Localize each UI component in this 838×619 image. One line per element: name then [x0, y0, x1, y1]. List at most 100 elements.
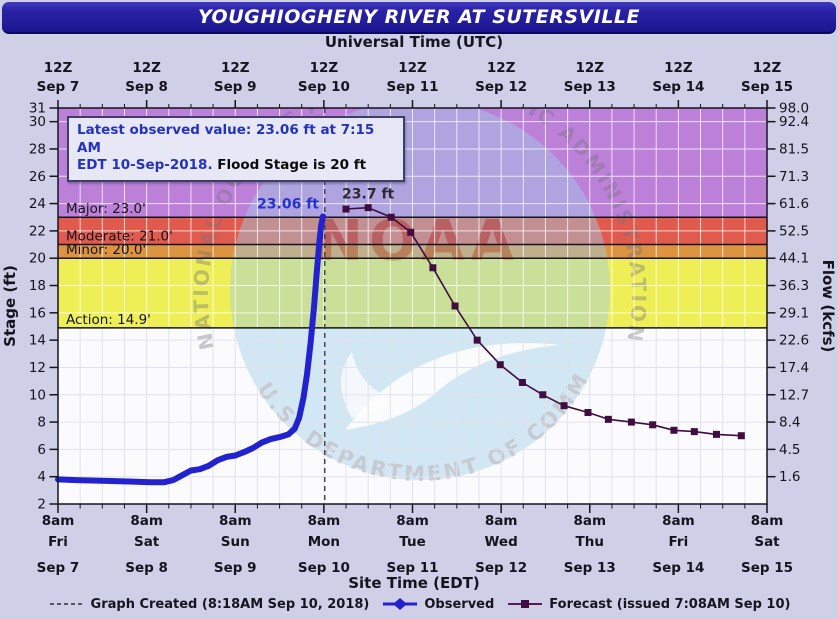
utc-date-label: Sep 15 — [741, 79, 793, 95]
noaa-center-text: NOAA — [316, 209, 520, 274]
page-title: YOUGHIOGHENY RIVER AT SUTERSVILLE — [197, 6, 641, 28]
flow-tick-label: 4.5 — [779, 442, 800, 458]
stage-tick-label: 28 — [29, 141, 46, 157]
forecast-point — [584, 409, 592, 417]
site-date-label: Sep 10 — [298, 560, 350, 576]
stage-tick-label: 6 — [37, 442, 46, 458]
forecast-point — [670, 426, 678, 434]
flood-label-minor: Minor: 20.0' — [66, 242, 146, 258]
site-time-label: 8am — [485, 513, 518, 529]
weekday-label: Tue — [399, 534, 426, 550]
stage-tick-label: 31 — [29, 101, 46, 117]
forecast-point — [539, 391, 547, 399]
stage-tick-label: 20 — [29, 251, 46, 267]
forecast-point — [627, 418, 635, 426]
utc-tick-label: 12Z — [753, 60, 782, 76]
latest-observed-info-box: Latest observed value: 23.06 ft at 7:15 … — [67, 116, 405, 182]
flow-tick-label: 98.0 — [779, 101, 809, 117]
legend-item-observed: Observed — [381, 597, 494, 612]
forecast-point — [518, 378, 526, 386]
utc-tick-label: 12Z — [664, 60, 693, 76]
dashed-line-icon — [49, 603, 84, 605]
flow-tick-label: 52.5 — [779, 223, 809, 239]
utc-tick-label: 12Z — [221, 60, 250, 76]
flow-tick-label: 71.3 — [779, 169, 809, 185]
title-bar: YOUGHIOGHENY RIVER AT SUTERSVILLE — [2, 2, 836, 34]
stage-tick-label: 30 — [29, 114, 46, 130]
weekday-label: Mon — [308, 534, 340, 550]
forecast-point — [690, 428, 698, 436]
site-time-axis-title: Site Time (EDT) — [348, 574, 480, 592]
forecast-point — [387, 213, 395, 221]
flood-label-moderate: Moderate: 21.0' — [66, 229, 173, 245]
weekday-label: Thu — [576, 534, 604, 550]
utc-tick-label: 12Z — [575, 60, 604, 76]
flow-tick-label: 92.4 — [779, 114, 809, 130]
site-date-label: Sep 11 — [386, 560, 438, 576]
site-date-label: Sep 7 — [37, 560, 80, 576]
flood-stage-note: Flood Stage is 20 ft — [217, 157, 367, 174]
utc-tick-label: 12Z — [44, 60, 73, 76]
forecast-point — [496, 361, 504, 369]
forecast-point — [712, 430, 720, 438]
site-time-label: 8am — [573, 513, 606, 529]
forecast-marker-icon — [508, 600, 543, 608]
utc-date-label: Sep 8 — [125, 79, 168, 95]
stage-tick-label: 8 — [37, 415, 46, 431]
forecast-point — [364, 204, 372, 212]
forecast-peak-label: 23.7 ft — [342, 187, 395, 203]
forecast-point — [342, 205, 350, 213]
utc-tick-label: 12Z — [398, 60, 427, 76]
flow-axis-title: Flow (kcfs) — [819, 260, 837, 353]
flow-tick-label: 29.1 — [779, 305, 809, 321]
flow-tick-label: 12.7 — [779, 387, 809, 403]
forecast-point — [407, 228, 415, 236]
stage-axis-title: Stage (ft) — [1, 265, 19, 347]
flood-label-major: Major: 23.0' — [66, 201, 146, 217]
utc-date-label: Sep 11 — [386, 79, 438, 95]
noaa-seagull-icon — [345, 343, 560, 430]
flow-tick-label: 44.1 — [779, 251, 809, 267]
forecast-point — [737, 432, 745, 440]
utc-date-label: Sep 7 — [37, 79, 80, 95]
weekday-label: Sun — [221, 534, 250, 550]
utc-date-label: Sep 12 — [475, 79, 527, 95]
utc-tick-label: 12Z — [132, 60, 161, 76]
observed-line — [55, 213, 326, 486]
forecast-point — [560, 402, 568, 410]
legend-observed-label: Observed — [424, 596, 495, 612]
forecast-point — [473, 336, 481, 344]
forecast-point — [649, 421, 657, 429]
utc-date-label: Sep 14 — [652, 79, 704, 95]
legend-forecast-label: Forecast (issued 7:08AM Sep 10) — [549, 596, 791, 612]
site-time-label: 8am — [751, 513, 784, 529]
site-date-label: Sep 8 — [125, 560, 168, 576]
forecast-point — [429, 264, 437, 272]
site-date-label: Sep 13 — [564, 560, 616, 576]
stage-tick-label: 24 — [29, 196, 46, 212]
flow-tick-label: 1.6 — [779, 469, 800, 485]
flow-tick-label: 81.5 — [779, 141, 809, 157]
site-date-label: Sep 15 — [741, 560, 793, 576]
legend-created-label: Graph Created (8:18AM Sep 10, 2018) — [90, 596, 370, 612]
utc-date-label: Sep 9 — [214, 79, 257, 95]
observed-peak-label: 23.06 ft — [257, 196, 319, 212]
site-time-label: 8am — [42, 513, 75, 529]
site-time-label: 8am — [219, 513, 252, 529]
site-date-label: Sep 14 — [652, 560, 704, 576]
site-date-label: Sep 9 — [214, 560, 257, 576]
weekday-label: Wed — [485, 534, 518, 550]
flow-tick-label: 61.6 — [779, 196, 809, 212]
legend-item-created: Graph Created (8:18AM Sep 10, 2018) — [48, 596, 370, 612]
stage-tick-label: 18 — [29, 278, 46, 294]
weekday-label: Fri — [669, 534, 689, 550]
site-time-label: 8am — [396, 513, 429, 529]
site-time-label: 8am — [662, 513, 695, 529]
stage-tick-label: 16 — [29, 305, 46, 321]
weekday-label: Fri — [48, 534, 68, 550]
flood-label-action: Action: 14.9' — [66, 312, 151, 328]
site-time-label: 8am — [130, 513, 163, 529]
observed-marker-icon — [383, 598, 418, 610]
flow-tick-label: 8.4 — [779, 415, 800, 431]
